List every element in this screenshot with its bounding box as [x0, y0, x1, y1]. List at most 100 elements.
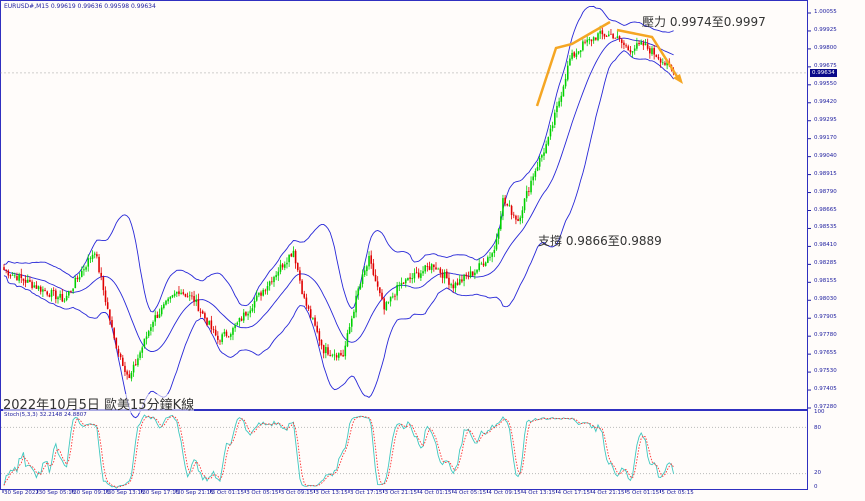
candle-body: [76, 277, 79, 279]
candle-body: [469, 271, 472, 278]
candle-body: [72, 288, 74, 292]
candle-body: [461, 279, 463, 282]
candle-body: [104, 290, 107, 303]
candle-body: [93, 253, 96, 255]
candle-body: [620, 39, 623, 43]
candle-body: [502, 198, 504, 217]
candle-body: [292, 250, 295, 258]
candle-body: [374, 274, 377, 282]
downtrend-arrow: [616, 28, 680, 79]
price-tick-label: 0.98915: [814, 170, 837, 177]
candle-body: [495, 238, 498, 250]
candle-body: [575, 53, 578, 57]
candle-body: [458, 279, 461, 285]
candle-body: [22, 278, 25, 281]
candle-body: [214, 329, 217, 336]
candle-body: [240, 318, 243, 321]
candle-body: [659, 58, 662, 63]
candle-body: [50, 290, 53, 297]
candle-body: [465, 274, 468, 277]
candle-body: [26, 279, 29, 283]
candle-body: [173, 293, 176, 296]
candle-body: [500, 216, 502, 230]
candle-body: [510, 205, 513, 215]
candle-body: [558, 101, 560, 107]
candle-body: [484, 262, 487, 266]
time-tick-label: 30 Sep 21:15: [177, 490, 214, 496]
candle-body: [413, 272, 416, 279]
candle-body: [577, 51, 580, 54]
candle-body: [398, 285, 401, 286]
time-tick-label: 4 Oct 21:15: [592, 490, 625, 496]
candle-body: [482, 263, 485, 266]
candle-body: [528, 191, 530, 192]
candle-body: [335, 355, 338, 358]
price-tick-label: 0.97655: [814, 350, 837, 357]
candle-body: [115, 337, 118, 349]
price-tick-label: 0.97780: [814, 332, 837, 339]
candle-body: [80, 270, 83, 277]
candle-body: [525, 191, 528, 199]
candle-body: [344, 345, 347, 357]
candle-body: [158, 314, 161, 318]
stoch-pane-border: [0, 410, 808, 490]
time-tick-label: 3 Oct 05:15: [246, 490, 279, 496]
price-tick-label: 1.00055: [814, 9, 837, 15]
time-tick-label: 3 Oct 01:15: [211, 490, 244, 496]
candle-body: [3, 267, 5, 271]
candle-body: [206, 317, 208, 326]
candle-body: [199, 311, 202, 313]
candle-body: [353, 311, 355, 319]
candle-body: [443, 272, 446, 279]
candle-body: [363, 270, 366, 275]
time-tick-label: 4 Oct 05:15: [453, 490, 487, 496]
candle-body: [569, 58, 571, 66]
candle-body: [275, 275, 277, 278]
candle-body: [167, 298, 169, 302]
candle-body: [55, 290, 57, 300]
candle-body: [124, 365, 126, 373]
candle-body: [439, 268, 442, 273]
bollinger-upper: [3, 5, 674, 313]
candle-body: [338, 353, 340, 358]
candle-body: [262, 289, 264, 296]
current-price-label: 0.99634: [810, 69, 837, 77]
candle-body: [294, 250, 297, 264]
candle-body: [119, 353, 122, 358]
candle-body: [201, 311, 204, 314]
symbol-info: EURUSD#,M15 0.99619 0.99636 0.99598 0.99…: [4, 3, 156, 10]
candle-body: [618, 36, 621, 40]
price-tick-label: 0.98030: [814, 296, 837, 303]
candle-body: [331, 354, 334, 356]
candle-body: [37, 286, 40, 290]
candle-body: [139, 352, 141, 358]
candle-body: [9, 275, 12, 277]
stoch-main-line: [3, 414, 675, 489]
candle-body: [379, 287, 381, 294]
time-tick-label: 3 Oct 13:15: [315, 490, 348, 496]
candle-body: [409, 277, 411, 279]
candle-body: [147, 331, 150, 337]
time-tick-label: 5 Oct 05:15: [661, 490, 694, 496]
candle-body: [359, 283, 362, 289]
candle-body: [154, 315, 156, 322]
support-annotation: 支撐 0.9866至0.9889: [538, 234, 662, 248]
price-tick-label: 0.97280: [814, 404, 837, 410]
candle-body: [111, 320, 113, 328]
candle-body: [225, 331, 228, 336]
candle-body: [143, 338, 146, 347]
candle-body: [307, 306, 310, 309]
price-tick-label: 0.99800: [814, 44, 837, 51]
candle-body: [383, 298, 385, 310]
candle-body: [212, 329, 215, 331]
price-tick-label: 0.99550: [814, 80, 837, 87]
candle-body: [625, 45, 627, 47]
candle-body: [169, 296, 172, 299]
candle-body: [631, 51, 634, 53]
candle-body: [428, 266, 431, 270]
candle-body: [357, 288, 360, 296]
candle-body: [588, 38, 591, 41]
candle-body: [303, 293, 306, 298]
candle-body: [415, 272, 418, 274]
